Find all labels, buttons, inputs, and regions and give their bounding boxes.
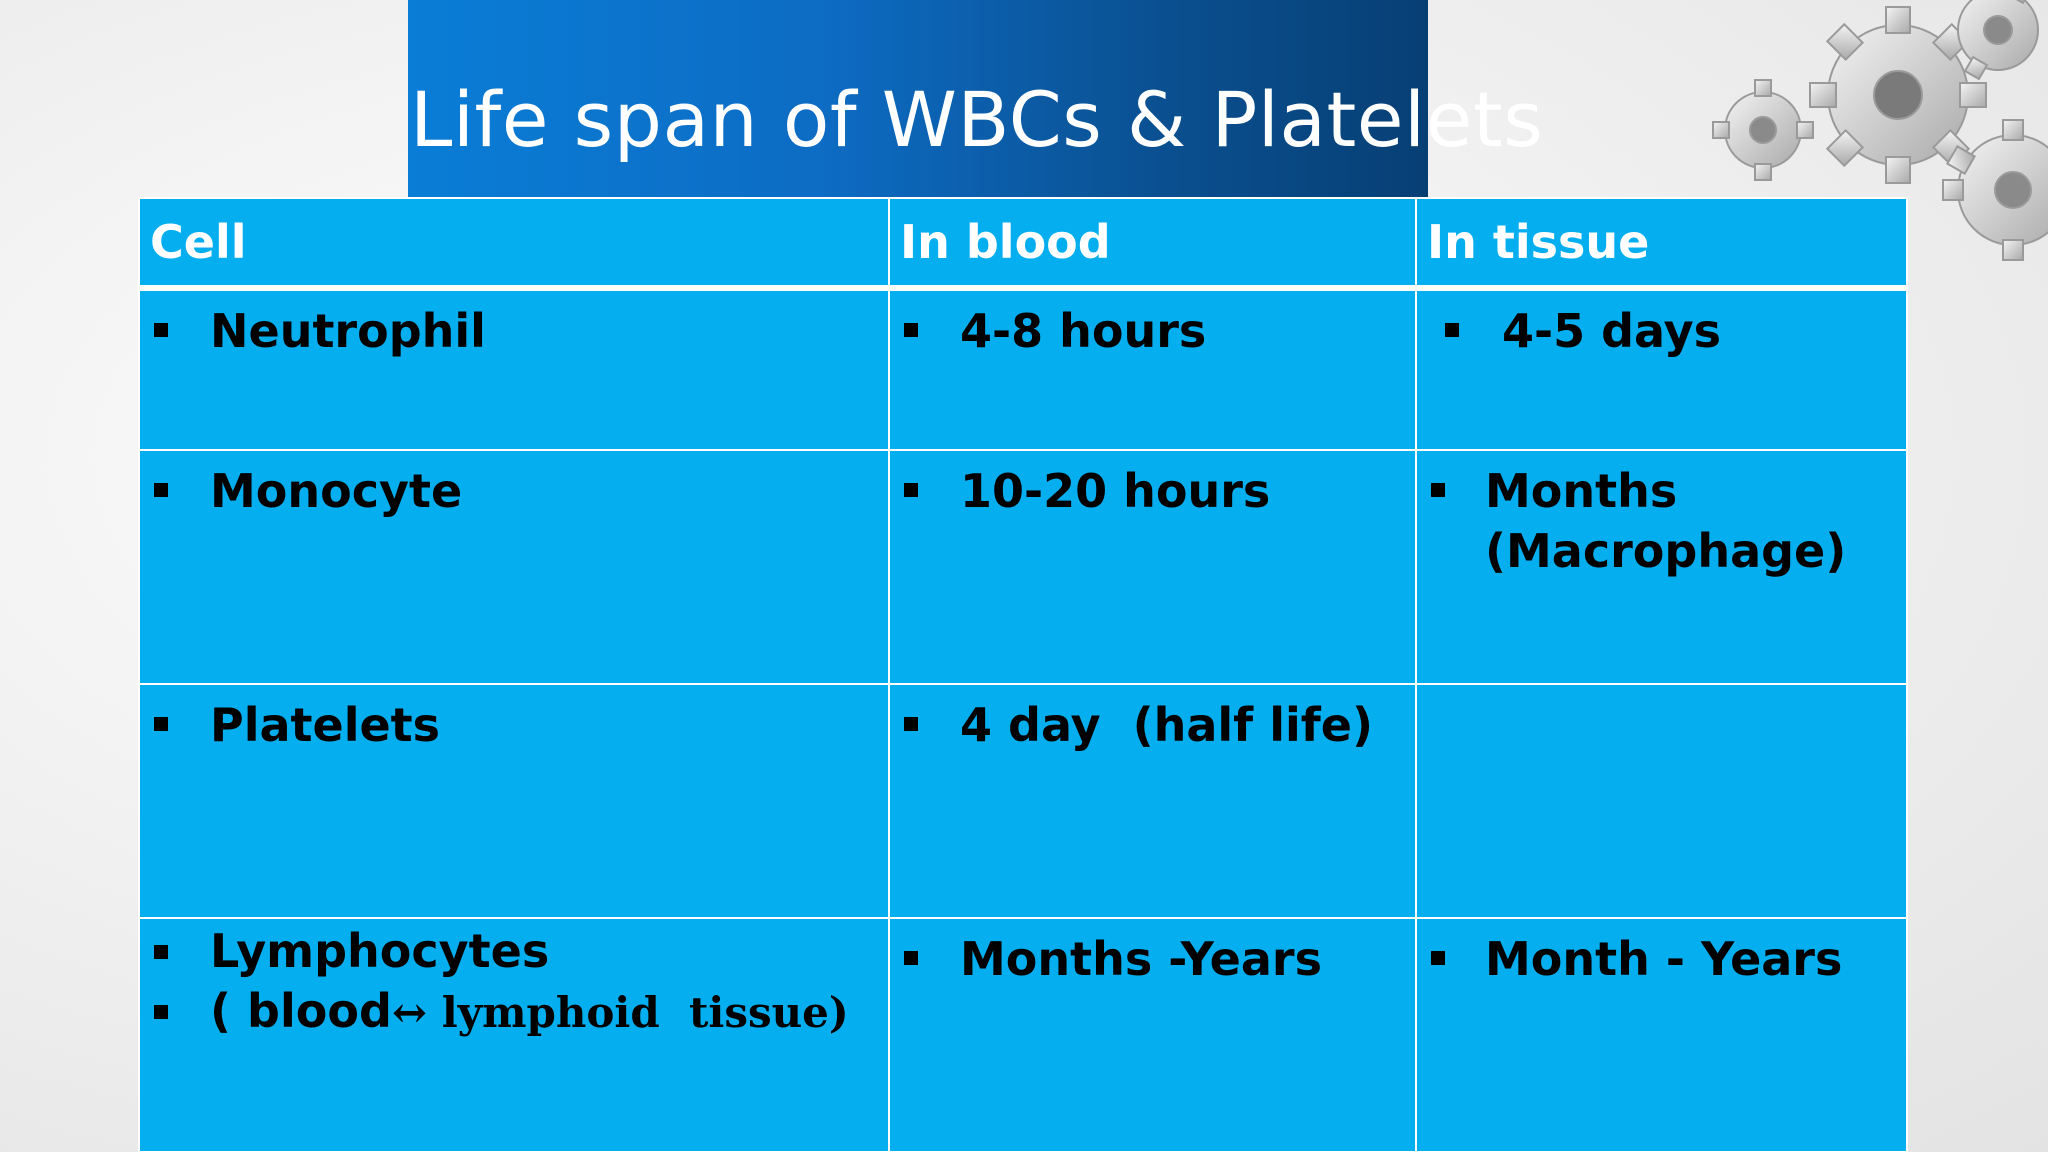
tissue-lifespan: Months (Macrophage) (1415, 449, 1908, 685)
list-item: Lymphocytes (140, 923, 888, 979)
square-bullet-icon (154, 1005, 168, 1019)
square-bullet-icon (904, 483, 918, 497)
cell-name-note-text: lymphoid tissue) (441, 988, 849, 1037)
list-item: Platelets (140, 695, 888, 755)
cell-name-text: Neutrophil (210, 304, 486, 358)
blood-lifespan-text: Months -Years (960, 932, 1322, 986)
list-item: Month - Years (1417, 929, 1906, 989)
list-item: 4-5 days (1417, 301, 1906, 361)
lifespan-table: Cell In blood In tissue Neutrophil 4-8 h… (138, 197, 1908, 1152)
square-bullet-icon (154, 717, 168, 731)
list-item: Neutrophil (140, 301, 888, 361)
square-bullet-icon (154, 945, 168, 959)
square-bullet-icon (1431, 951, 1445, 965)
list-item: Monocyte (140, 461, 888, 521)
tissue-lifespan: 4-5 days (1415, 287, 1908, 451)
list-item: 4-8 hours (890, 301, 1415, 361)
blood-lifespan: 4 day (half life) (888, 683, 1417, 919)
blood-lifespan: 10-20 hours (888, 449, 1417, 685)
cell-name-text: Monocyte (210, 464, 463, 518)
table-row: Lymphocytes ( blood↔ lymphoid tissue) Mo… (138, 917, 1908, 1152)
square-bullet-icon (154, 323, 168, 337)
tissue-lifespan-text: 4-5 days (1502, 304, 1722, 358)
header-cell: Cell (138, 197, 890, 291)
blood-lifespan-text: 4-8 hours (960, 304, 1207, 358)
header-in-tissue: In tissue (1415, 197, 1908, 291)
cell-name-text: Lymphocytes (210, 924, 550, 978)
square-bullet-icon (1431, 483, 1445, 497)
header-in-blood: In blood (888, 197, 1417, 291)
cell-name: Platelets (138, 683, 890, 919)
title-banner: Life span of WBCs & Platelets (408, 0, 1543, 197)
table-row: Platelets 4 day (half life) (138, 683, 1908, 919)
square-bullet-icon (904, 951, 918, 965)
blood-lifespan-text: 10-20 hours (960, 464, 1271, 518)
blood-lifespan: Months -Years (888, 917, 1417, 1152)
slide-title: Life span of WBCs & Platelets (410, 75, 1544, 164)
tissue-lifespan: Month - Years (1415, 917, 1908, 1152)
square-bullet-icon (1445, 323, 1459, 337)
tissue-lifespan-text: Months (Macrophage) (1485, 464, 1847, 578)
table-row: Monocyte 10-20 hours Months (Macrophage) (138, 449, 1908, 685)
square-bullet-icon (904, 323, 918, 337)
tissue-lifespan-text: Month - Years (1485, 932, 1843, 986)
blood-lifespan-text: 4 day (half life) (960, 698, 1373, 752)
cell-name-note-text: ( blood (210, 984, 392, 1038)
cell-name: Monocyte (138, 449, 890, 685)
double-arrow-icon: ↔ (391, 988, 442, 1037)
tissue-lifespan-empty (1415, 683, 1908, 919)
list-item: 10-20 hours (890, 461, 1415, 521)
cell-name-text: Platelets (210, 698, 441, 752)
table-header-row: Cell In blood In tissue (138, 197, 1908, 291)
list-item: Months (Macrophage) (1417, 461, 1906, 581)
cell-name: Lymphocytes ( blood↔ lymphoid tissue) (138, 917, 890, 1152)
blood-lifespan: 4-8 hours (888, 287, 1417, 451)
list-item: 4 day (half life) (890, 695, 1415, 755)
gears-icon (1668, 0, 2048, 300)
list-item: ( blood↔ lymphoid tissue) (140, 979, 888, 1045)
table-row: Neutrophil 4-8 hours 4-5 days (138, 287, 1908, 451)
square-bullet-icon (904, 717, 918, 731)
list-item: Months -Years (890, 929, 1415, 989)
square-bullet-icon (154, 483, 168, 497)
cell-name: Neutrophil (138, 287, 890, 451)
